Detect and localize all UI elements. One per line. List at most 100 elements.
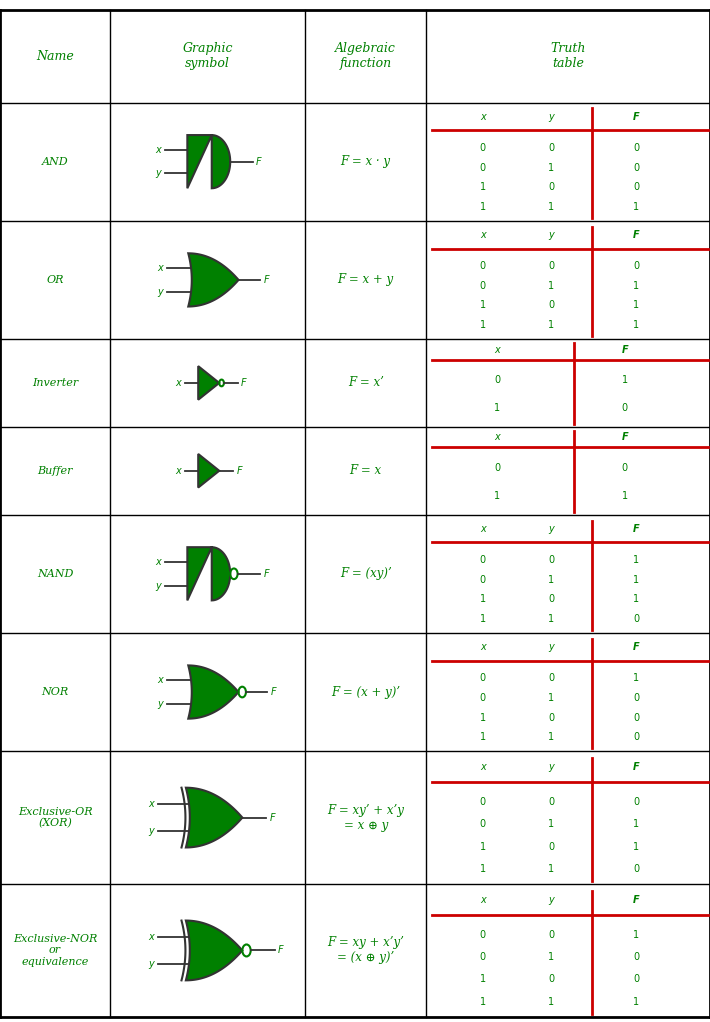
- Text: x: x: [480, 895, 486, 904]
- Text: 1: 1: [633, 595, 639, 604]
- Text: 1: 1: [633, 820, 639, 830]
- Text: F: F: [633, 895, 640, 904]
- Text: F = (xy)’: F = (xy)’: [340, 567, 391, 580]
- Text: 0: 0: [548, 797, 554, 807]
- Text: F: F: [633, 524, 640, 533]
- Text: 1: 1: [622, 492, 628, 501]
- Text: y: y: [158, 286, 163, 296]
- Text: 1: 1: [633, 300, 639, 311]
- Text: x: x: [155, 145, 161, 155]
- Text: F = x’: F = x’: [348, 376, 383, 389]
- Text: Exclusive-NOR
or
equivalence: Exclusive-NOR or equivalence: [13, 934, 97, 967]
- Text: 1: 1: [548, 614, 554, 624]
- Text: 1: 1: [494, 492, 500, 501]
- Text: y: y: [548, 895, 554, 904]
- Text: 1: 1: [548, 320, 554, 330]
- Text: x: x: [494, 432, 500, 443]
- Text: 1: 1: [548, 693, 554, 703]
- Text: y: y: [148, 959, 154, 969]
- Text: 0: 0: [633, 182, 639, 192]
- Text: y: y: [548, 762, 554, 772]
- Text: 0: 0: [633, 974, 639, 984]
- Text: 1: 1: [480, 595, 486, 604]
- Text: x: x: [480, 762, 486, 772]
- Text: 0: 0: [480, 162, 486, 173]
- Text: x: x: [480, 524, 486, 533]
- Text: 1: 1: [548, 281, 554, 291]
- Text: F: F: [271, 687, 276, 697]
- Text: 0: 0: [480, 673, 486, 684]
- PathPatch shape: [186, 921, 242, 980]
- Text: 1: 1: [633, 673, 639, 684]
- Text: Truth
table: Truth table: [550, 42, 586, 71]
- Text: 0: 0: [633, 797, 639, 807]
- Text: x: x: [148, 932, 154, 942]
- Text: 0: 0: [480, 574, 486, 585]
- Text: 0: 0: [622, 463, 628, 472]
- Text: 0: 0: [548, 841, 554, 851]
- Text: 1: 1: [480, 732, 486, 742]
- Text: 1: 1: [480, 320, 486, 330]
- Text: x: x: [155, 557, 161, 567]
- Text: x: x: [175, 378, 181, 388]
- Text: Graphic
symbol: Graphic symbol: [182, 42, 233, 71]
- Text: F: F: [621, 432, 628, 443]
- Text: 0: 0: [548, 300, 554, 311]
- Text: 1: 1: [633, 930, 639, 940]
- Text: x: x: [158, 264, 163, 273]
- PathPatch shape: [188, 253, 239, 307]
- Text: NOR: NOR: [41, 687, 69, 697]
- Text: 0: 0: [480, 820, 486, 830]
- Text: 0: 0: [633, 162, 639, 173]
- Text: 0: 0: [480, 281, 486, 291]
- Polygon shape: [198, 454, 219, 487]
- Text: x: x: [148, 799, 154, 809]
- Text: 1: 1: [548, 574, 554, 585]
- Text: F: F: [270, 812, 275, 823]
- Text: 0: 0: [633, 732, 639, 742]
- Text: 0: 0: [480, 797, 486, 807]
- Text: x: x: [158, 676, 163, 686]
- Text: 0: 0: [494, 375, 500, 384]
- Text: F = xy’ + x’y
= x ⊕ y: F = xy’ + x’y = x ⊕ y: [327, 803, 404, 832]
- Text: F: F: [263, 275, 269, 285]
- Text: x: x: [480, 642, 486, 652]
- Text: y: y: [548, 524, 554, 533]
- PathPatch shape: [187, 547, 230, 600]
- Text: 0: 0: [633, 261, 639, 271]
- PathPatch shape: [188, 665, 239, 718]
- Text: y: y: [548, 230, 554, 240]
- PathPatch shape: [186, 788, 242, 847]
- Text: F: F: [633, 230, 640, 240]
- Text: F: F: [633, 642, 640, 652]
- Text: 0: 0: [480, 555, 486, 565]
- Text: 0: 0: [480, 953, 486, 963]
- Text: 0: 0: [548, 555, 554, 565]
- Text: 0: 0: [633, 864, 639, 874]
- Text: 0: 0: [633, 614, 639, 624]
- Text: 0: 0: [480, 143, 486, 153]
- Text: 1: 1: [480, 202, 486, 212]
- Text: F = x + y: F = x + y: [337, 274, 394, 286]
- Text: 0: 0: [633, 693, 639, 703]
- Text: 1: 1: [480, 300, 486, 311]
- Text: 0: 0: [548, 712, 554, 723]
- Text: OR: OR: [46, 275, 64, 285]
- Text: AND: AND: [42, 156, 68, 167]
- Text: 0: 0: [548, 182, 554, 192]
- Text: 1: 1: [633, 202, 639, 212]
- Text: 1: 1: [480, 182, 486, 192]
- Text: NAND: NAND: [37, 569, 73, 578]
- Text: 1: 1: [548, 732, 554, 742]
- Text: 0: 0: [633, 953, 639, 963]
- Text: F = x: F = x: [349, 464, 382, 477]
- Text: x: x: [480, 111, 486, 122]
- Text: F = xy + x’y’
= (x ⊕ y)’: F = xy + x’y’ = (x ⊕ y)’: [327, 936, 404, 965]
- Text: 1: 1: [548, 202, 554, 212]
- Text: F: F: [256, 156, 262, 167]
- Text: 0: 0: [548, 143, 554, 153]
- Text: 1: 1: [548, 162, 554, 173]
- Text: y: y: [155, 169, 161, 179]
- Text: y: y: [148, 826, 154, 836]
- Text: 0: 0: [548, 974, 554, 984]
